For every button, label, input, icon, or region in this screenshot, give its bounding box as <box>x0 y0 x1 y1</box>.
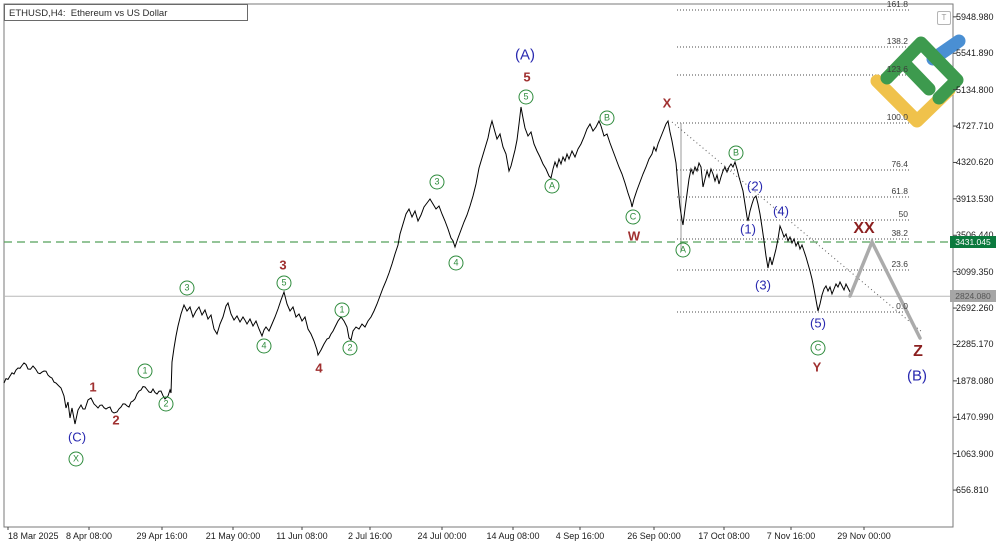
fib-level-label: 61.8 <box>891 186 908 196</box>
chart-frame <box>3 3 954 528</box>
wave-label-xx: XX <box>853 220 875 237</box>
fib-level-label: 50 <box>898 209 908 219</box>
secondary-price-badge: 2824.080 <box>950 290 996 303</box>
wave-label-circled-a: A <box>544 178 560 194</box>
price-tick-label: 3506.440 <box>956 230 994 240</box>
wave-label-y: Y <box>812 359 822 375</box>
fib-level-label: 38.2 <box>891 228 908 238</box>
fib-level-label: 76.4 <box>891 159 908 169</box>
wave-projection-line <box>848 237 922 340</box>
price-tick-label: 1470.990 <box>956 412 994 423</box>
time-tick-label: 21 May 00:00 <box>205 531 261 541</box>
time-tick-label: 17 Oct 08:00 <box>698 531 750 541</box>
wave-label-4: 4 <box>315 360 323 376</box>
wave-label-x: X <box>662 95 672 111</box>
wave-label-circled-c: C <box>810 340 826 356</box>
fib-level-label: 138.2 <box>886 36 908 46</box>
fib-level-label: 161.8 <box>886 0 908 9</box>
wave-label-circled-2: 2 <box>342 340 358 356</box>
price-tick-label: 656.810 <box>956 485 989 496</box>
time-tick-label: 29 Apr 16:00 <box>136 531 188 541</box>
wave-label-circled-4: 4 <box>256 338 272 354</box>
wave-label-1: 1 <box>89 379 97 395</box>
wave-label-circled-a: A <box>675 242 691 258</box>
fib-level-label: 123.6 <box>886 64 908 74</box>
time-tick-label: 14 Aug 08:00 <box>486 531 540 541</box>
price-tick-label: 2692.260 <box>956 303 994 314</box>
wave-label-a: (A) <box>515 46 535 64</box>
wave-label-z: Z <box>913 343 923 360</box>
price-tick-label: 5541.890 <box>956 48 994 59</box>
wave-label-circled-x: X <box>68 451 84 467</box>
wave-label-circled-5: 5 <box>276 275 292 291</box>
time-tick-label: 2 Jul 16:00 <box>347 531 393 541</box>
symbol-title: ETHUSD,H4: Ethereum vs US Dollar <box>4 4 248 21</box>
price-tick-label: 4727.710 <box>956 121 994 132</box>
price-tick-label: 4320.620 <box>956 157 994 168</box>
time-tick-label: 18 Mar 2025 <box>8 531 59 541</box>
time-tick-label: 24 Jul 00:00 <box>417 531 467 541</box>
current-price-badge: 3431.045 <box>950 236 996 248</box>
price-tick-label: 5134.800 <box>956 84 994 95</box>
price-tick-label: 1878.080 <box>956 375 994 386</box>
wave-label-3: (3) <box>755 277 771 293</box>
wave-label-circled-b: B <box>599 110 615 126</box>
wave-label-circled-5: 5 <box>518 89 534 105</box>
wave-label-c: (C) <box>67 429 87 445</box>
price-tick-label: 5948.980 <box>956 11 994 22</box>
wave-label-1: (1) <box>740 221 756 237</box>
wave-label-w: W <box>627 228 641 244</box>
broker-logo-watermark <box>897 56 936 96</box>
wave-label-circled-1: 1 <box>137 363 153 379</box>
wave-label-5: 5 <box>523 69 531 85</box>
wave-label-4: (4) <box>773 203 789 219</box>
fib-level-label: 0.0 <box>896 301 908 311</box>
wave-label-circled-3: 3 <box>179 280 195 296</box>
fib-level-label: 23.6 <box>891 259 908 269</box>
time-tick-label: 26 Sep 00:00 <box>627 531 681 541</box>
price-tick-label: 3913.530 <box>956 193 994 204</box>
fib-level-label: 100.0 <box>886 112 908 122</box>
time-tick-label: 7 Nov 16:00 <box>766 531 816 541</box>
time-tick-label: 29 Nov 00:00 <box>837 531 891 541</box>
wave-label-circled-b: B <box>728 145 744 161</box>
wave-label-b: (B) <box>907 367 927 385</box>
price-tick-label: 2285.170 <box>956 339 994 350</box>
time-tick-label: 4 Sep 16:00 <box>555 531 605 541</box>
descending-trendline <box>671 121 923 333</box>
wave-label-circled-c: C <box>625 209 641 225</box>
price-series-line <box>3 106 851 425</box>
wave-label-2: (2) <box>747 178 763 194</box>
wave-label-2: 2 <box>112 412 120 428</box>
wave-label-circled-3: 3 <box>429 174 445 190</box>
time-tick-label: 8 Apr 08:00 <box>65 531 113 541</box>
trademark-button[interactable]: T <box>937 11 951 25</box>
wave-label-5: (5) <box>810 315 826 331</box>
wave-label-circled-1: 1 <box>334 302 350 318</box>
price-tick-label: 3099.350 <box>956 266 994 277</box>
wave-label-circled-4: 4 <box>448 255 464 271</box>
wave-label-3: 3 <box>279 257 287 273</box>
wave-label-circled-2: 2 <box>158 396 174 412</box>
price-tick-label: 1063.900 <box>956 448 994 459</box>
time-tick-label: 11 Jun 08:00 <box>276 531 328 541</box>
